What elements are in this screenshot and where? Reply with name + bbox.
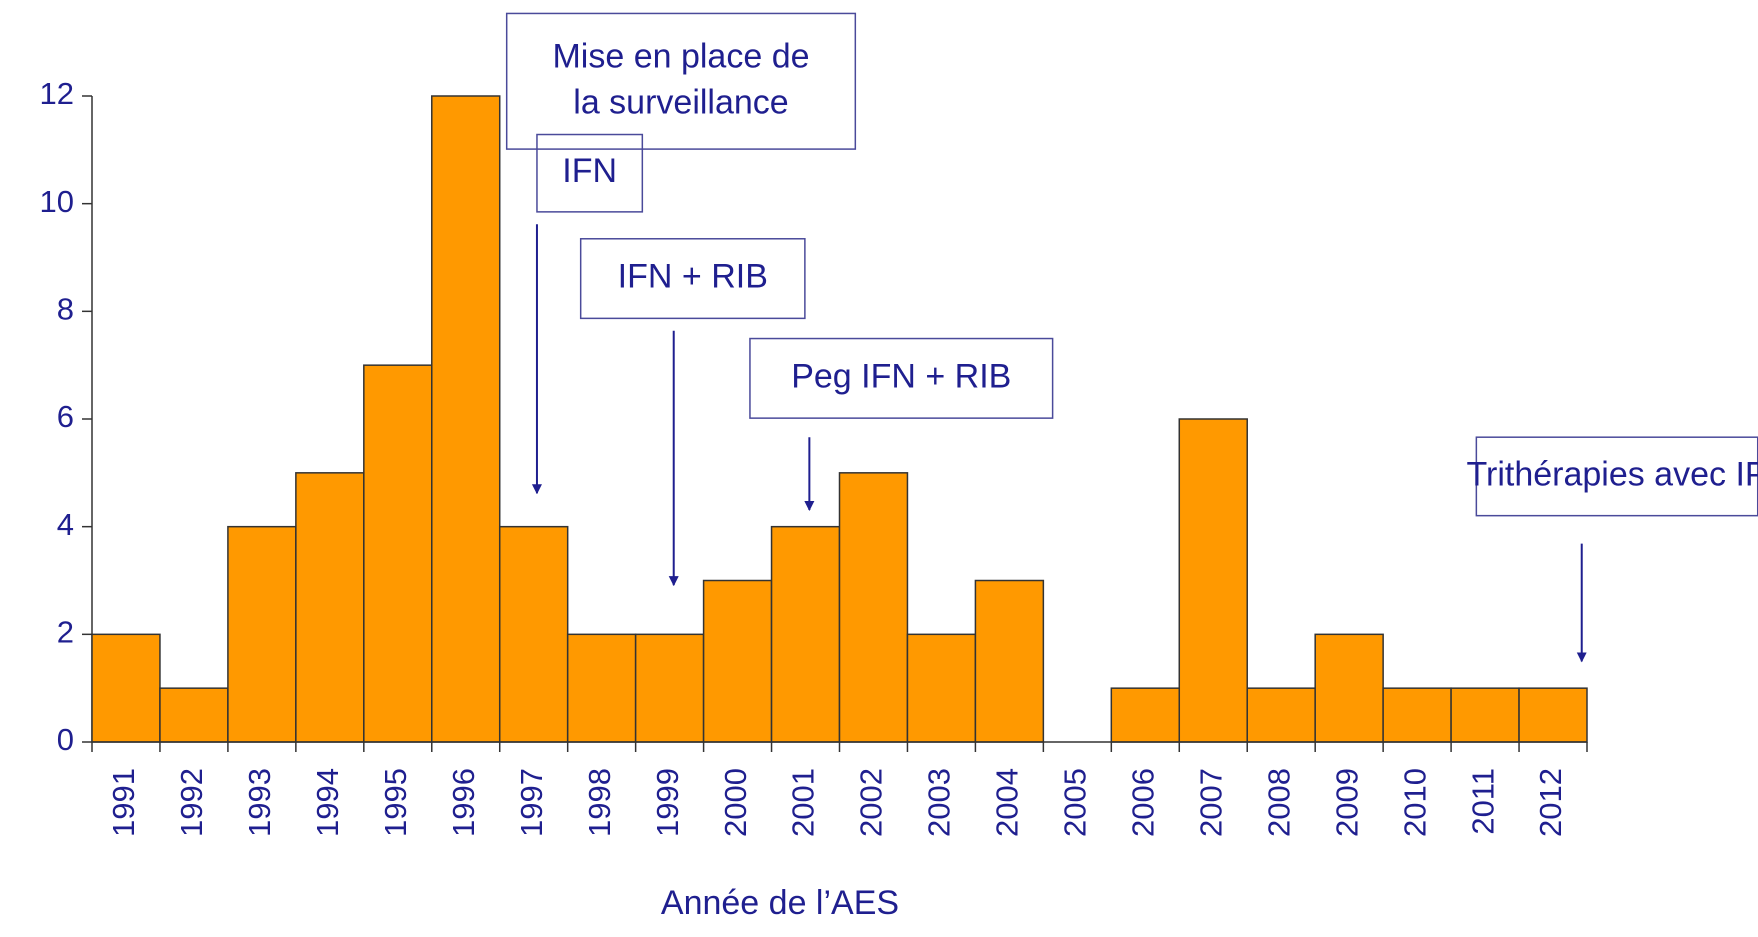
bar: [295, 472, 365, 743]
annotation-box: [536, 133, 644, 213]
bar: [702, 579, 773, 743]
y-tick-label: 8: [57, 292, 74, 327]
x-tick-label: 2000: [718, 768, 753, 837]
x-tick-label: 2003: [922, 768, 957, 837]
bar: [1178, 418, 1248, 743]
x-tick-label: 1991: [106, 768, 141, 837]
annotation-box: [749, 337, 1054, 419]
bar: [1246, 687, 1316, 743]
bar: [1450, 687, 1520, 743]
x-tick-label: 1993: [242, 768, 277, 837]
x-axis-label: Année de l’AES: [661, 884, 899, 922]
x-tick-label: 1998: [582, 768, 617, 837]
x-tick-label: 2012: [1533, 768, 1568, 837]
bar: [974, 579, 1045, 743]
bar: [227, 525, 297, 743]
y-tick-label: 4: [57, 507, 74, 542]
bar: [566, 633, 637, 743]
y-tick-label: 12: [40, 76, 74, 111]
bar: [1110, 687, 1181, 743]
x-tick-label: 1994: [310, 768, 345, 837]
annotation-text: IFN: [562, 152, 617, 190]
annotation-text: Peg IFN + RIB: [791, 357, 1011, 395]
bar: [634, 633, 705, 743]
annotation-box: [579, 238, 806, 320]
y-tick-label: 0: [57, 722, 74, 757]
y-tick-label: 2: [57, 615, 74, 650]
x-tick-label: 2007: [1193, 768, 1228, 837]
x-tick-label: 2010: [1397, 768, 1432, 837]
bar: [363, 364, 433, 743]
bar: [838, 472, 909, 743]
x-tick-label: 2009: [1329, 768, 1364, 837]
x-tick-label: 2008: [1261, 768, 1296, 837]
bar: [1518, 687, 1588, 743]
x-tick-label: 2004: [990, 768, 1025, 837]
x-tick-label: 2002: [854, 768, 889, 837]
x-tick-label: 1997: [514, 768, 549, 837]
bar: [91, 633, 161, 743]
annotation-box: [505, 12, 857, 150]
x-tick-label: 2006: [1125, 768, 1160, 837]
x-tick-label: 2011: [1465, 768, 1500, 835]
bar: [498, 525, 569, 743]
bar: [906, 633, 977, 743]
y-tick-label: 6: [57, 399, 74, 434]
bar: [431, 95, 501, 743]
y-tick-label: 10: [40, 184, 74, 219]
bar: [1314, 633, 1384, 743]
x-tick-label: 1996: [446, 768, 481, 837]
annotation-text: Trithérapies avec IP: [1466, 455, 1758, 493]
x-tick-label: 2001: [786, 768, 821, 837]
annotation-text: Mise en place de: [552, 37, 809, 75]
x-tick-label: 1999: [650, 768, 685, 837]
x-tick-label: 1992: [174, 768, 209, 837]
bar: [159, 687, 229, 743]
annotation-text: la surveillance: [573, 83, 788, 121]
annotation-text: IFN + RIB: [618, 258, 768, 296]
x-tick-label: 1995: [378, 768, 413, 837]
bar: [770, 525, 841, 743]
x-tick-label: 2005: [1058, 768, 1093, 837]
bar: [1382, 687, 1452, 743]
